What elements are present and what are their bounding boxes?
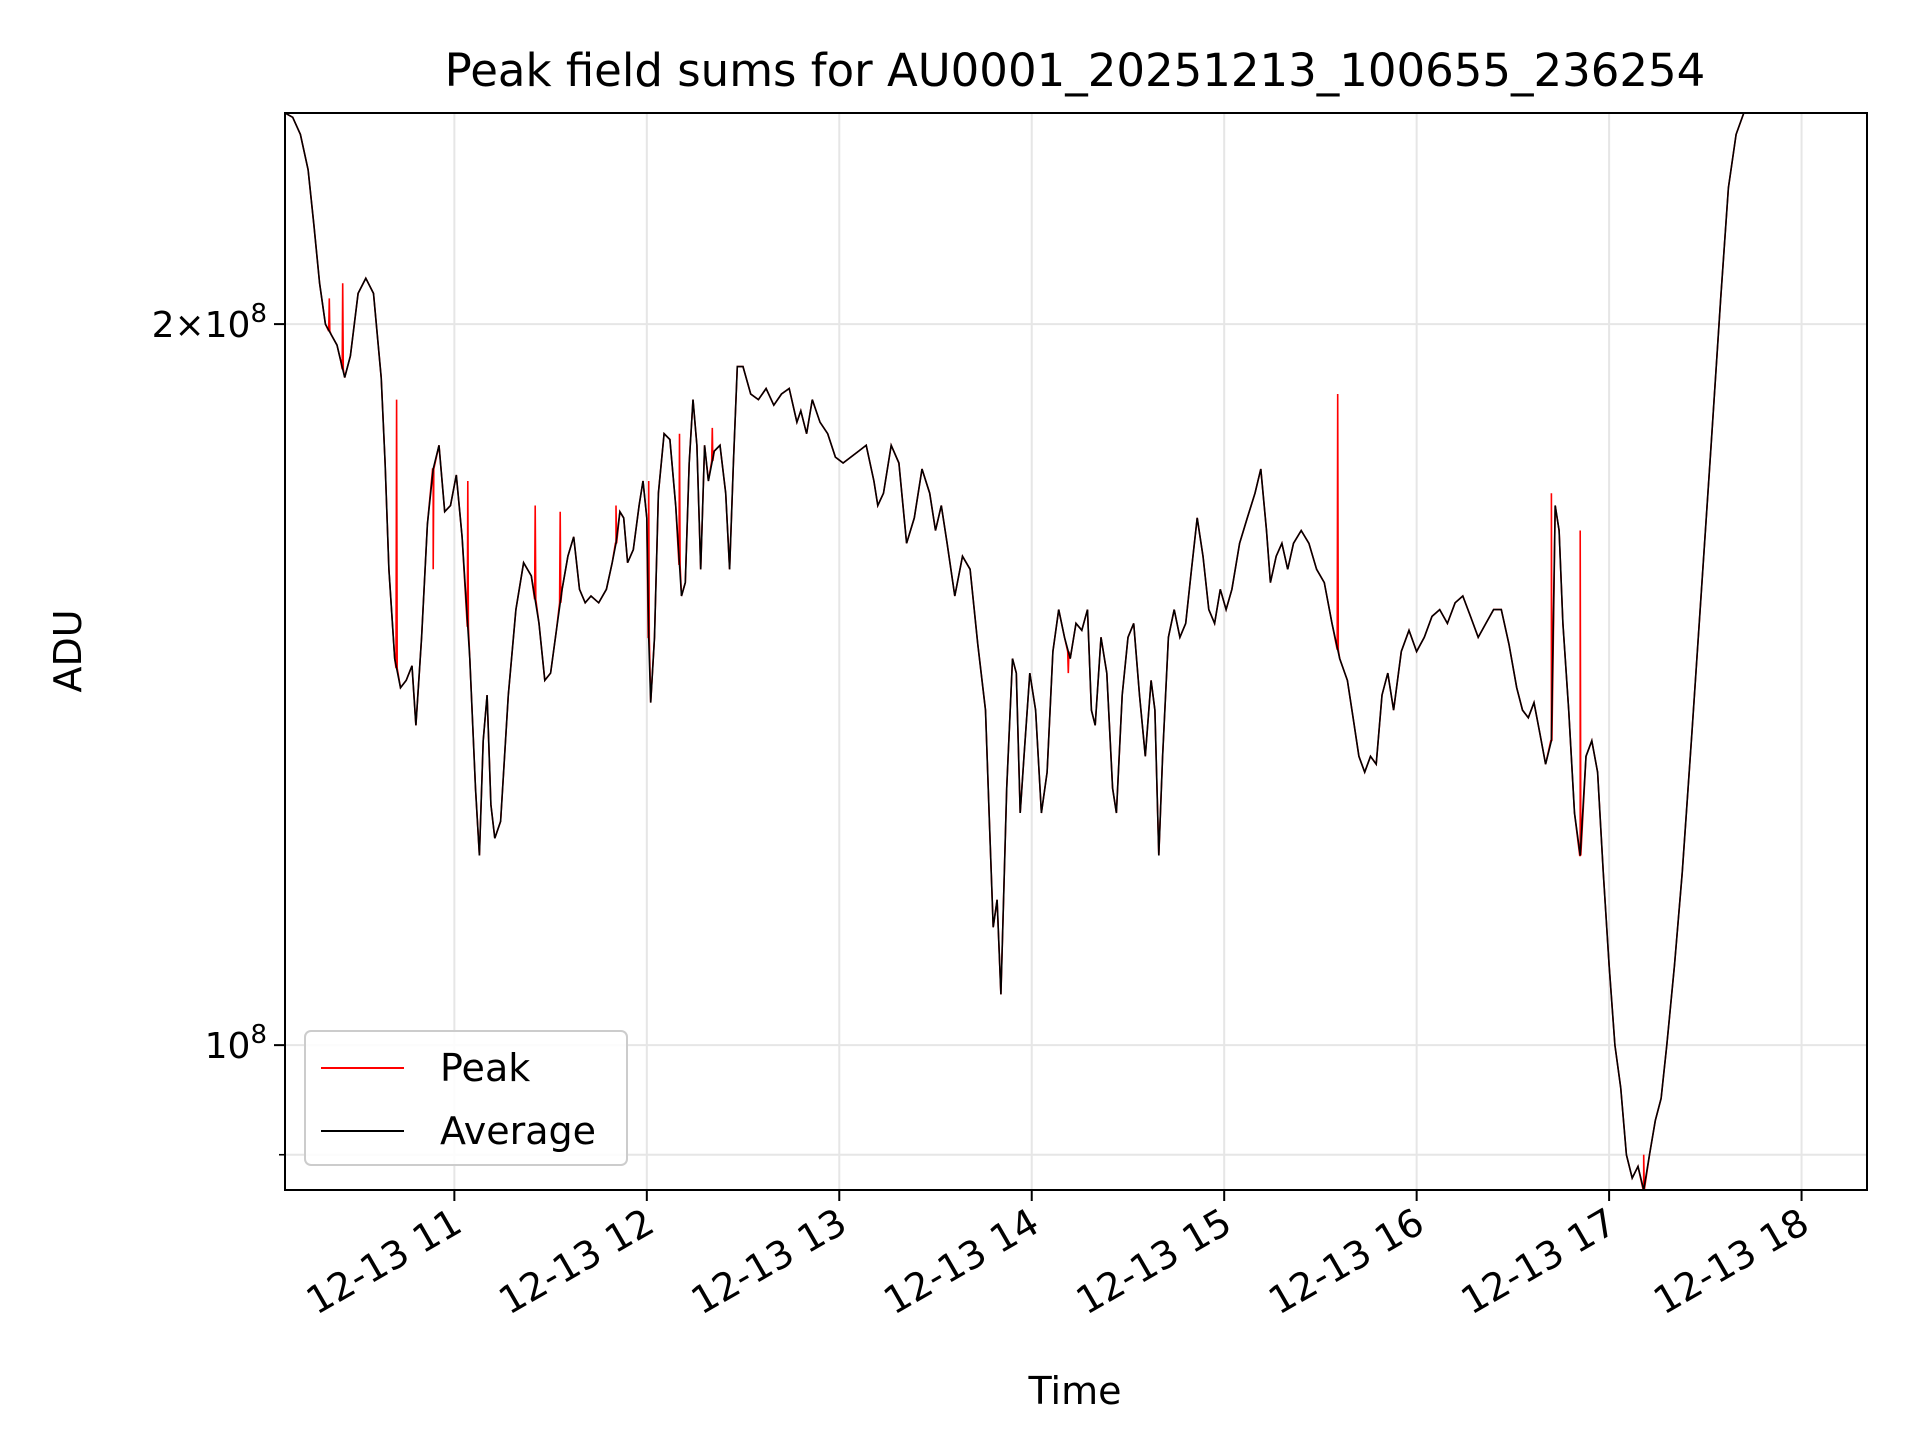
chart-title: Peak field sums for AU0001_20251213_1006…	[445, 44, 1706, 97]
series-average-line	[285, 113, 1756, 1190]
legend-label-peak: Peak	[440, 1046, 530, 1090]
plot-frame	[284, 112, 1868, 1191]
legend-label-average: Average	[440, 1109, 596, 1153]
legend: Peak Average	[304, 1030, 628, 1166]
y-axis: 2×108 108	[152, 299, 285, 1156]
y-tick-label-0: 2×108	[152, 299, 267, 346]
y-tick-label-1: 108	[205, 1020, 267, 1067]
y-axis-label: ADU	[46, 609, 90, 692]
x-axis-label: Time	[1028, 1369, 1122, 1413]
